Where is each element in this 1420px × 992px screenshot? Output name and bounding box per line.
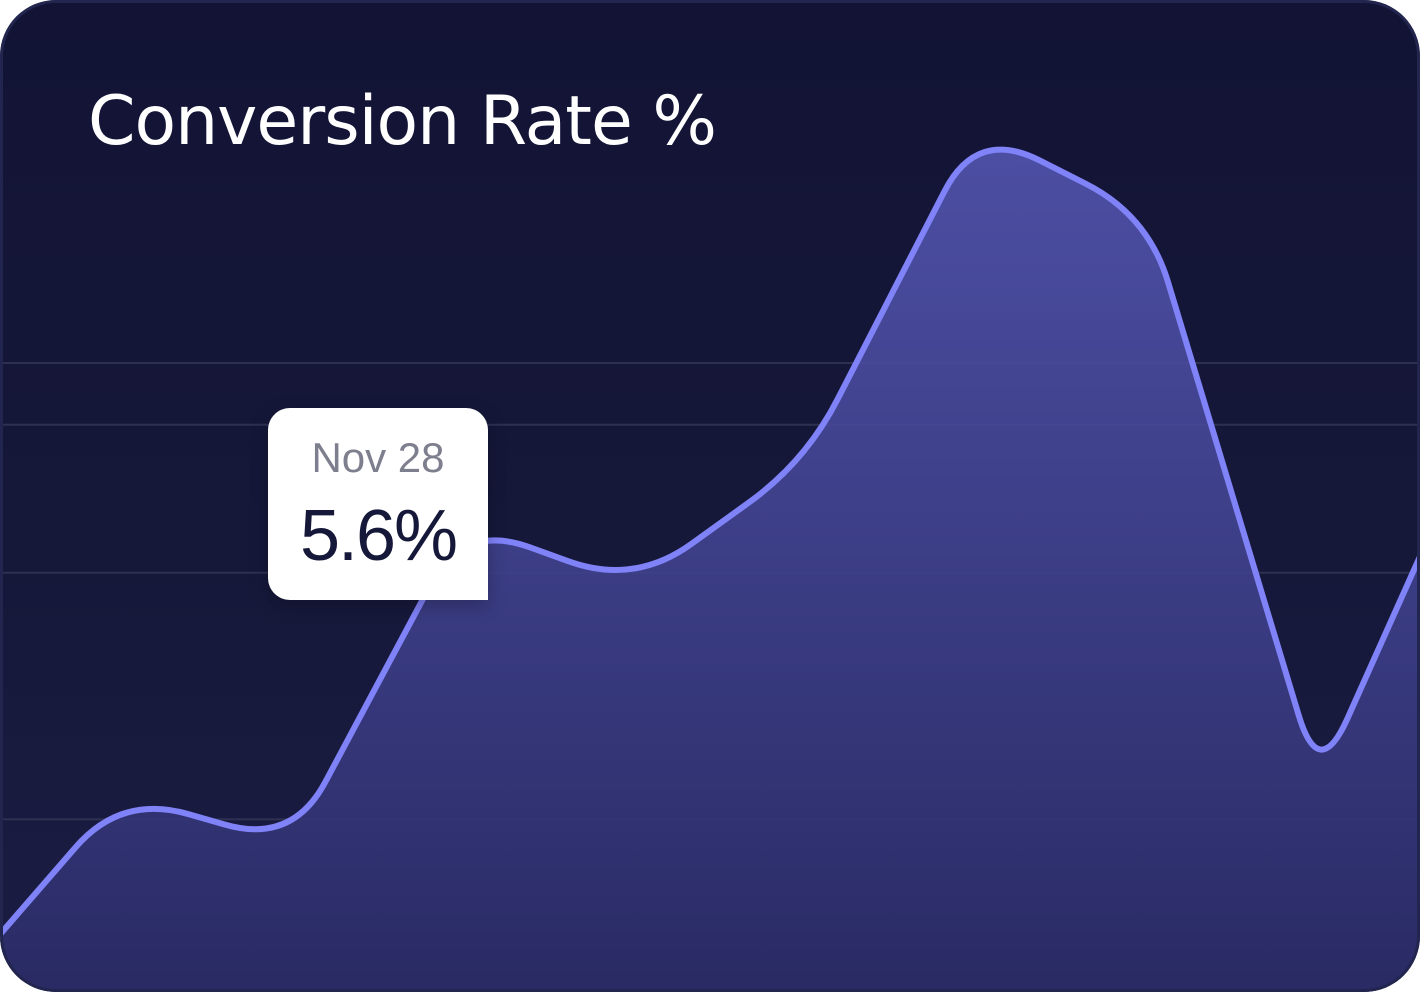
data-tooltip: Nov 28 5.6% [268,408,488,600]
chart-title: Conversion Rate % [88,82,717,161]
series-line[interactable] [0,146,1420,992]
series-area [0,149,1420,992]
tooltip-date: Nov 28 [311,434,445,481]
tooltip-value: 5.6% [299,496,458,576]
